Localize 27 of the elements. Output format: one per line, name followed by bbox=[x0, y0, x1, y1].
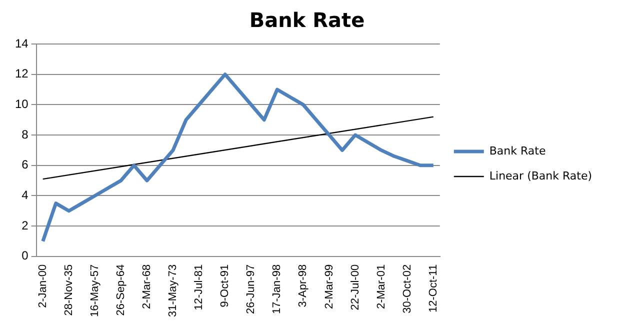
y-tick-label: 6 bbox=[22, 158, 29, 172]
x-tick-label: 26-Jun-97 bbox=[245, 264, 258, 314]
y-tick-label: 0 bbox=[22, 248, 29, 263]
x-tick-label: 2-Mar-01 bbox=[375, 264, 388, 310]
x-tick-label: 28-Nov-35 bbox=[62, 264, 75, 316]
x-tick-label: 2-Jan-00 bbox=[36, 264, 49, 308]
x-tick-label: 30-Oct-02 bbox=[401, 264, 414, 314]
x-tick-label: 17-Jan-98 bbox=[271, 264, 284, 314]
y-tick-label: 14 bbox=[14, 36, 29, 50]
x-tick-label: 12-Jul-81 bbox=[193, 264, 206, 310]
x-tick-label: 26-Sep-64 bbox=[114, 264, 127, 316]
y-tick-label: 12 bbox=[14, 66, 29, 81]
y-tick-label: 8 bbox=[22, 127, 29, 142]
x-tick-label: 2-Mar-68 bbox=[141, 264, 154, 310]
x-tick-label: 22-Jul-00 bbox=[349, 264, 362, 310]
x-tick-label: 31-May-73 bbox=[167, 264, 180, 317]
y-tick-label: 2 bbox=[22, 218, 29, 232]
y-tick-label: 4 bbox=[22, 188, 29, 202]
x-tick-label: 12-Oct-11 bbox=[427, 264, 440, 313]
x-tick-label: 2-Mar-99 bbox=[323, 264, 336, 310]
x-tick-label: 3-Apr-98 bbox=[297, 264, 310, 308]
y-tick-label: 10 bbox=[14, 97, 29, 112]
x-tick-label: 16-May-57 bbox=[88, 264, 101, 317]
chart-title: Bank Rate bbox=[249, 8, 365, 32]
legend-label: Linear (Bank Rate) bbox=[489, 169, 592, 182]
legend-label: Bank Rate bbox=[489, 144, 546, 158]
x-tick-label: 9-Oct-91 bbox=[219, 264, 232, 308]
